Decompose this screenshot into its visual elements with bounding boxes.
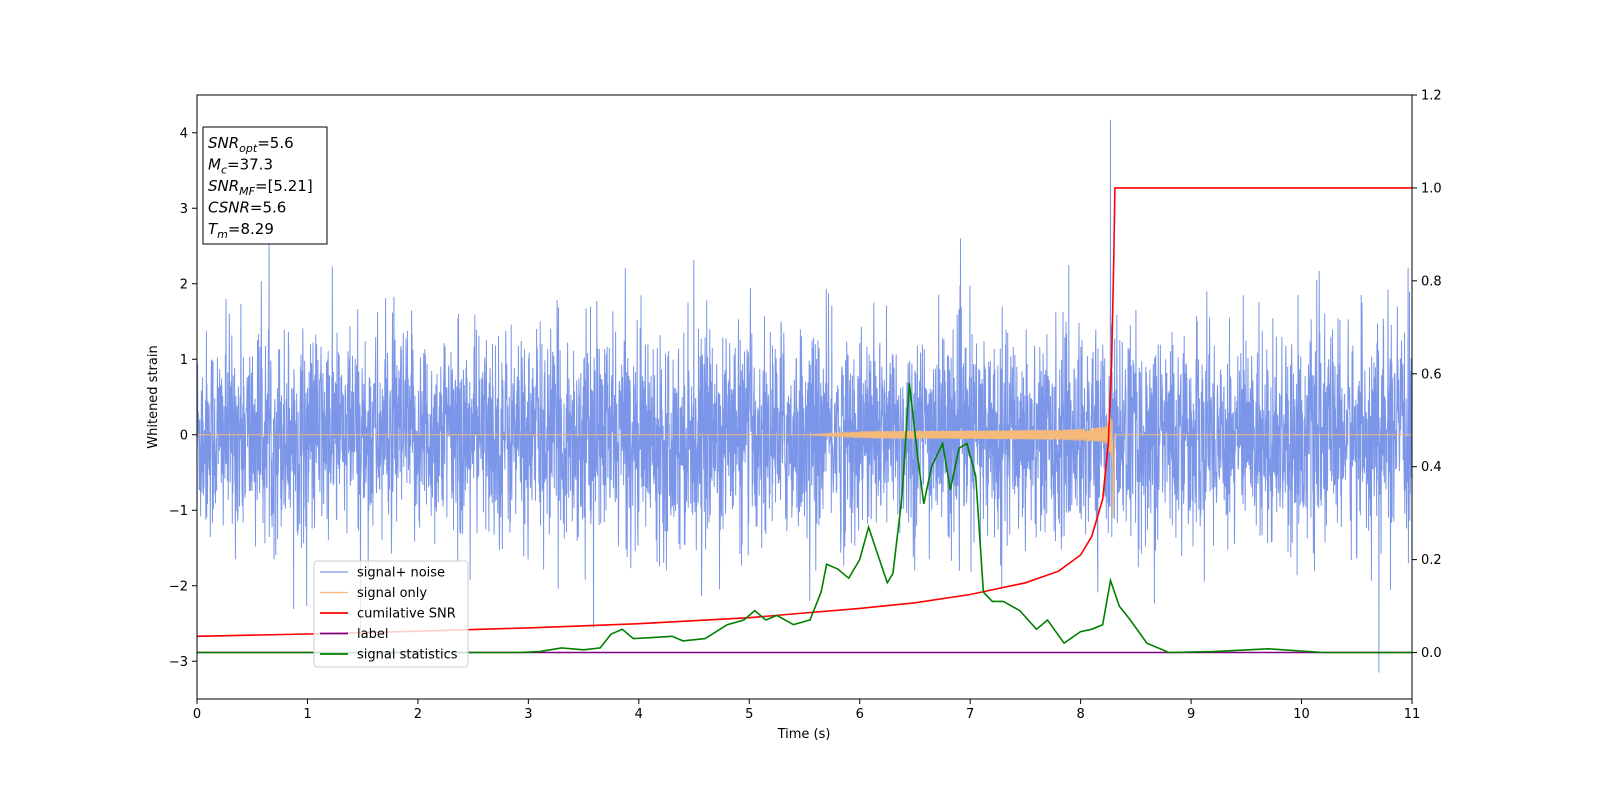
x-tick-label: 2: [414, 707, 422, 722]
y2-tick-label: 0.2: [1421, 553, 1442, 568]
info-line: Mc=37.3: [208, 156, 273, 177]
info-annotation-box: SNRopt=5.6Mc=37.3SNRMF=[5.21]CSNR=5.6Tm=…: [202, 126, 328, 245]
info-line-subscript: c: [221, 164, 227, 177]
info-line: Tm=8.29: [208, 220, 274, 241]
legend-label: signal+ noise: [357, 566, 445, 581]
x-tick-label: 3: [524, 707, 532, 722]
axes-frame: [196, 94, 1413, 700]
info-line-label: CSNR: [208, 199, 250, 217]
y2-tick-label: 1.0: [1421, 181, 1442, 196]
series-signal-only: [197, 417, 1412, 518]
x-axis-title: Time (s): [777, 727, 831, 742]
info-line-label: T: [208, 220, 219, 238]
x-tick-label: 9: [1187, 707, 1195, 722]
legend-label: label: [357, 627, 388, 642]
y-tick-label: −2: [169, 579, 188, 594]
info-line-label: SNR: [208, 177, 239, 195]
y-tick-label: 4: [180, 126, 188, 141]
legend: signal+ noise signal only cumilative SNR la…: [313, 560, 469, 668]
y2-tick-label: 1.2: [1421, 89, 1442, 104]
info-line: CSNR=5.6: [208, 199, 286, 217]
info-line-subscript: opt: [239, 142, 258, 155]
y-axis-right: 0.0 0.2 0.4 0.6 0.8 1.0 1.2: [1412, 89, 1442, 661]
info-line-label: SNR: [208, 134, 239, 152]
y-tick-label: −1: [169, 504, 188, 519]
info-line-value: =[5.21]: [255, 177, 313, 195]
y-tick-label: 1: [180, 353, 188, 368]
info-line: SNRopt=5.6: [208, 134, 294, 155]
info-line-value: =37.3: [227, 156, 273, 174]
legend-frame: [313, 560, 469, 668]
info-line-subscript: m: [217, 228, 228, 241]
y-tick-label: 3: [180, 202, 188, 217]
info-line-value: =5.6: [250, 199, 286, 217]
y2-tick-label: 0.4: [1421, 460, 1442, 475]
legend-label: cumilative SNR: [357, 607, 456, 622]
y-axis-left: −3 −2 −1 0 1 2 3 4: [169, 126, 197, 670]
info-line-value: =8.29: [228, 220, 274, 238]
x-tick-label: 6: [856, 707, 864, 722]
series-signal-noise: [197, 119, 1412, 673]
legend-label: signal only: [357, 586, 427, 601]
info-line: SNRMF=[5.21]: [208, 177, 313, 198]
y-tick-label: −3: [169, 655, 188, 670]
x-tick-label: 10: [1293, 707, 1310, 722]
info-line-value: =5.6: [257, 134, 293, 152]
x-tick-label: 7: [966, 707, 974, 722]
legend-label: signal statistics: [357, 648, 458, 663]
y2-tick-label: 0.6: [1421, 367, 1442, 382]
y-tick-label: 2: [180, 277, 188, 292]
y-axis-title: Whitened strain: [146, 345, 161, 448]
info-line-subscript: MF: [239, 185, 255, 198]
x-axis: 0 1 2 3 4 5 6 7 8 9 10 11: [193, 699, 1420, 722]
x-tick-label: 8: [1076, 707, 1084, 722]
info-box-frame: [202, 126, 328, 245]
y-tick-label: 0: [180, 428, 188, 443]
info-line-label: M: [208, 156, 221, 174]
x-tick-label: 5: [745, 707, 753, 722]
y2-tick-label: 0.8: [1421, 274, 1442, 289]
x-tick-label: 11: [1404, 707, 1421, 722]
y2-tick-label: 0.0: [1421, 646, 1442, 661]
series-signal-statistics: [197, 383, 1412, 654]
x-tick-label: 0: [193, 707, 201, 722]
x-tick-label: 4: [635, 707, 643, 722]
series-cumilative-snr: [197, 187, 1412, 638]
x-tick-label: 1: [303, 707, 311, 722]
